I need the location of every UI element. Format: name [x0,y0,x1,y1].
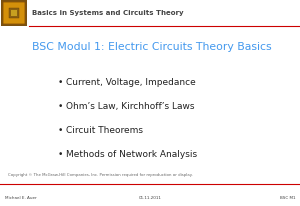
Bar [1,1,27,27]
Text: Current, Voltage, Impedance: Current, Voltage, Impedance [66,78,196,87]
Text: BSC Modul 1: Electric Circuits Theory Basics: BSC Modul 1: Electric Circuits Theory Ba… [32,41,271,51]
Text: •: • [58,102,63,111]
Text: •: • [58,149,63,158]
Text: Copyright © The McGraw-Hill Companies, Inc. Permission required for reproduction: Copyright © The McGraw-Hill Companies, I… [8,172,193,176]
FancyBboxPatch shape [3,3,25,25]
Text: Circuit Theorems: Circuit Theorems [66,125,143,134]
Text: •: • [58,125,63,134]
Text: Methods of Network Analysis: Methods of Network Analysis [66,149,197,158]
Text: •: • [58,78,63,87]
Bar [9,9,19,19]
Text: Ohm’s Law, Kirchhoff’s Laws: Ohm’s Law, Kirchhoff’s Laws [66,102,194,111]
Text: 01.11.2011: 01.11.2011 [139,195,161,199]
Text: Basics in Systems and Circuits Theory: Basics in Systems and Circuits Theory [32,10,184,16]
Text: Michael E. Auer: Michael E. Auer [5,195,37,199]
Bar [11,11,16,16]
Text: BSC M1: BSC M1 [280,195,295,199]
